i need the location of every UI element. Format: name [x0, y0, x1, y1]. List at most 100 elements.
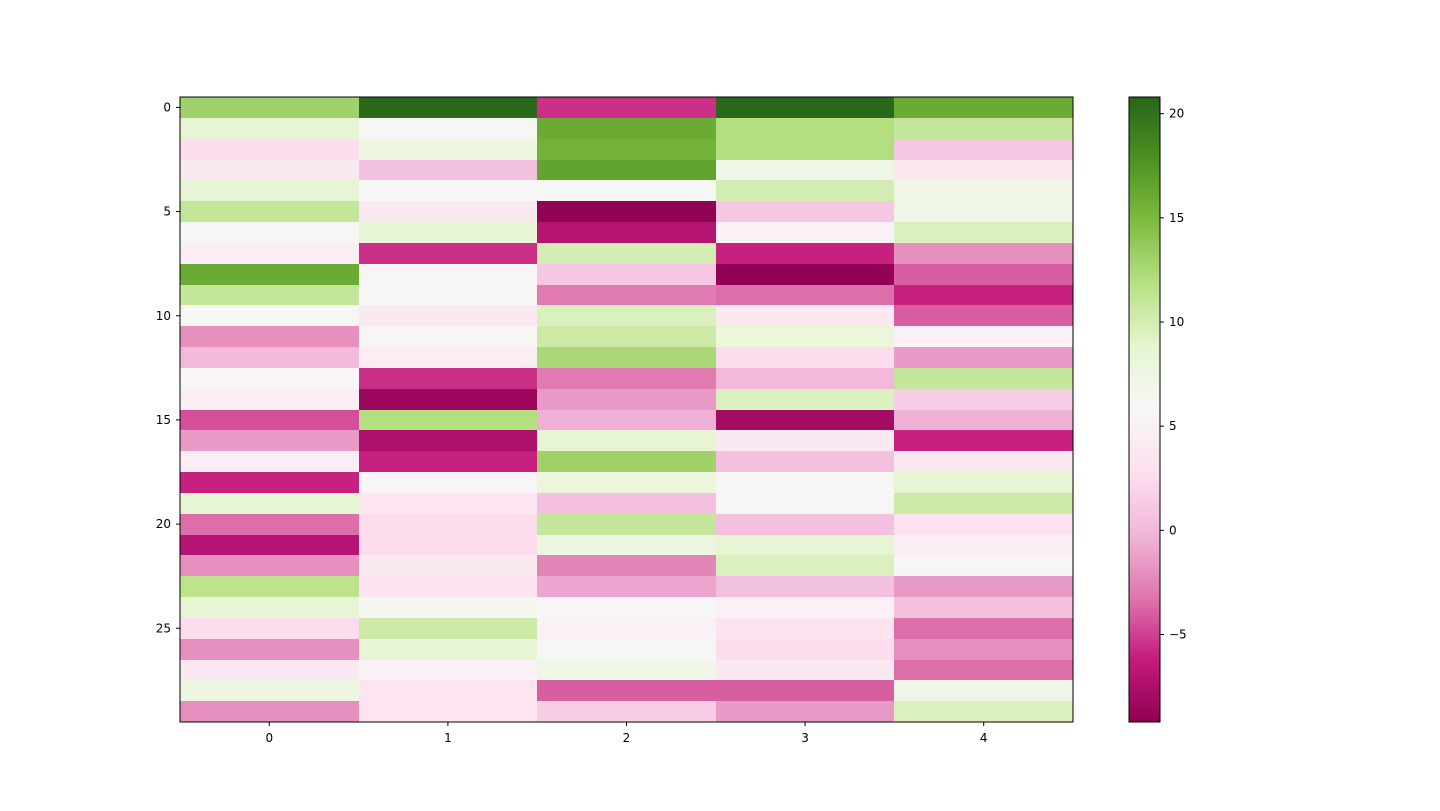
heatmap-cell: [537, 701, 716, 722]
heatmap-cell: [537, 368, 716, 389]
heatmap-cell: [359, 430, 537, 451]
y-tick-label: 25: [156, 621, 171, 635]
heatmap-cell: [537, 535, 716, 555]
heatmap-cell: [180, 410, 359, 430]
colorbar: [1128, 96, 1161, 723]
heatmap-cell: [894, 389, 1073, 410]
heatmap-cell: [537, 555, 716, 576]
heatmap-cell: [537, 201, 716, 222]
heatmap-cells: [180, 97, 1073, 722]
heatmap-cell: [894, 597, 1073, 618]
heatmap-cell: [894, 326, 1073, 347]
heatmap-cell: [537, 347, 716, 368]
heatmap-cell: [894, 660, 1073, 680]
heatmap-cell: [359, 201, 537, 222]
heatmap-cell: [180, 285, 359, 305]
heatmap-cell: [716, 347, 894, 368]
heatmap-cell: [359, 222, 537, 243]
y-axis-ticks: 0 5 10 15 20 25: [156, 100, 180, 635]
heatmap-cell: [180, 535, 359, 555]
x-tick-label: 0: [265, 731, 273, 745]
colorbar-tick-label: 20: [1169, 107, 1184, 121]
heatmap-cell: [180, 264, 359, 285]
heatmap-cell: [894, 555, 1073, 576]
heatmap-cell: [894, 201, 1073, 222]
heatmap-cell: [180, 160, 359, 180]
heatmap-cell: [894, 701, 1073, 722]
heatmap-cell: [359, 326, 537, 347]
heatmap-cell: [894, 618, 1073, 639]
heatmap-cell: [716, 535, 894, 555]
colorbar-tick-label: 0: [1169, 523, 1177, 537]
heatmap-cell: [716, 597, 894, 618]
heatmap-cell: [537, 451, 716, 472]
heatmap-cell: [180, 639, 359, 660]
heatmap-cell: [180, 326, 359, 347]
heatmap-cell: [537, 389, 716, 410]
heatmap-cell: [894, 160, 1073, 180]
heatmap-cell: [180, 243, 359, 264]
heatmap-cell: [537, 618, 716, 639]
heatmap-cell: [359, 264, 537, 285]
heatmap-cell: [716, 514, 894, 535]
heatmap-cell: [180, 472, 359, 493]
heatmap-cell: [180, 618, 359, 639]
heatmap-cell: [894, 535, 1073, 555]
heatmap-cell: [894, 285, 1073, 305]
heatmap-cell: [716, 264, 894, 285]
heatmap-cell: [180, 430, 359, 451]
heatmap-cell: [716, 201, 894, 222]
heatmap-cell: [537, 514, 716, 535]
heatmap-cell: [894, 410, 1073, 430]
x-tick-label: 4: [980, 731, 988, 745]
heatmap-cell: [716, 368, 894, 389]
heatmap-cell: [359, 368, 537, 389]
heatmap-cell: [359, 535, 537, 555]
colorbar-tick-label: 15: [1169, 211, 1184, 225]
heatmap-cell: [894, 368, 1073, 389]
x-tick-label: 1: [444, 731, 452, 745]
heatmap-cell: [180, 139, 359, 160]
heatmap-cell: [537, 243, 716, 264]
heatmap-cell: [716, 222, 894, 243]
heatmap-cell: [359, 451, 537, 472]
heatmap-cell: [537, 660, 716, 680]
heatmap-cell: [180, 118, 359, 139]
heatmap-cell: [537, 180, 716, 201]
heatmap-cell: [894, 472, 1073, 493]
heatmap-cell: [359, 555, 537, 576]
heatmap-cell: [716, 576, 894, 597]
heatmap-cell: [359, 618, 537, 639]
heatmap-cell: [180, 368, 359, 389]
colorbar-ticks: 20 15 10 5 0 −5: [1160, 107, 1187, 642]
heatmap-cell: [894, 576, 1073, 597]
y-tick-label: 20: [156, 517, 171, 531]
heatmap-cell: [359, 597, 537, 618]
heatmap-cell: [537, 410, 716, 430]
heatmap-cell: [716, 305, 894, 326]
heatmap-cell: [359, 660, 537, 680]
heatmap-cell: [180, 389, 359, 410]
heatmap-cell: [359, 243, 537, 264]
heatmap-cell: [359, 410, 537, 430]
heatmap-cell: [359, 514, 537, 535]
heatmap-cell: [537, 264, 716, 285]
x-tick-label: 3: [801, 731, 809, 745]
heatmap-cell: [716, 618, 894, 639]
heatmap-cell: [537, 160, 716, 180]
heatmap-cell: [716, 326, 894, 347]
heatmap-cell: [894, 222, 1073, 243]
heatmap-cell: [894, 97, 1073, 118]
heatmap-cell: [716, 451, 894, 472]
heatmap-cell: [537, 326, 716, 347]
heatmap-cell: [537, 639, 716, 660]
heatmap-cell: [537, 97, 716, 118]
y-tick-label: 10: [156, 309, 171, 323]
heatmap-cell: [716, 701, 894, 722]
heatmap-cell: [359, 97, 537, 118]
heatmap-cell: [716, 680, 894, 701]
heatmap-cell: [180, 451, 359, 472]
heatmap-cell: [537, 576, 716, 597]
heatmap-cell: [716, 639, 894, 660]
